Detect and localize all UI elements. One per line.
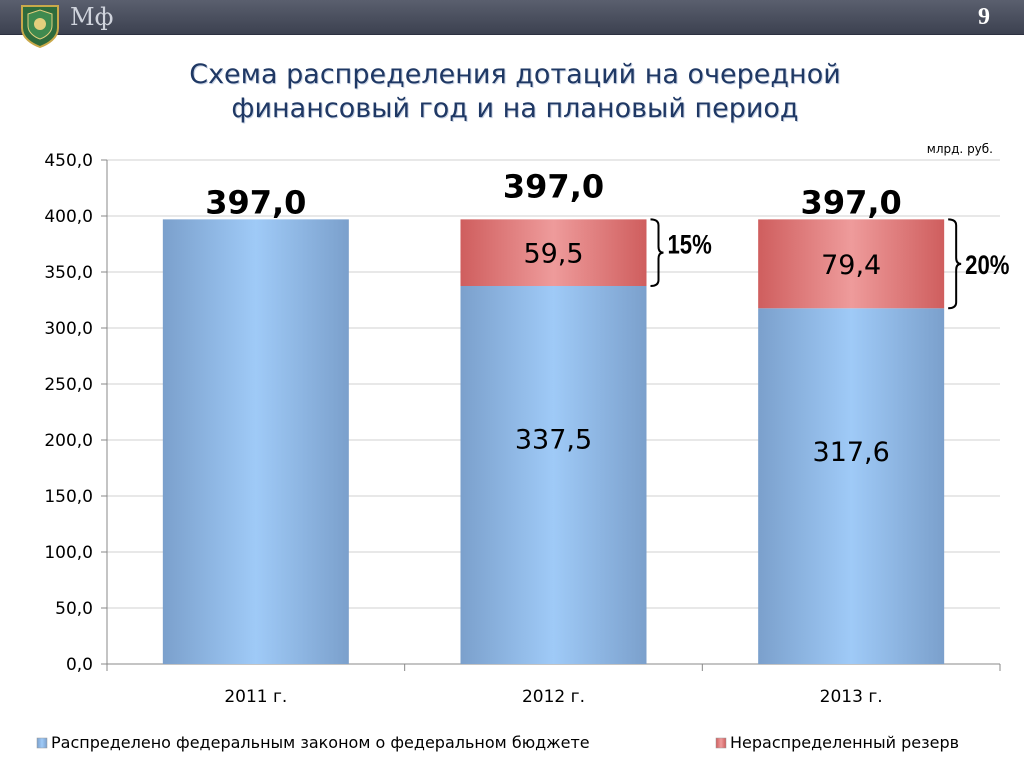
top-bar: [0, 0, 1024, 35]
bar-segment: [460, 219, 647, 286]
category-label: 2011 г.: [224, 687, 287, 707]
slide-title: Схема распределения дотаций на очередной…: [130, 58, 900, 126]
bar-segment: [460, 286, 647, 664]
data-label: 79,4: [821, 250, 881, 281]
y-tick-label: 50,0: [55, 599, 93, 619]
brace-mark: [650, 218, 664, 287]
data-label: 317,6: [813, 437, 890, 468]
category-label: 2013 г.: [820, 687, 883, 707]
ministry-emblem-icon: [21, 5, 59, 48]
unit-note: млрд. руб.: [927, 142, 993, 156]
y-tick-label: 250,0: [44, 375, 93, 395]
bar-segment: [162, 219, 349, 665]
legend-swatch: [715, 737, 727, 749]
y-tick-label: 200,0: [44, 431, 93, 451]
legend-swatch: [36, 737, 48, 749]
category-label: 2012 г.: [522, 687, 585, 707]
bar-segment: [758, 219, 945, 309]
y-tick-label: 350,0: [44, 263, 93, 283]
y-tick-label: 150,0: [44, 487, 93, 507]
brace-percent-label: 20%: [965, 251, 1009, 281]
bar-segment: [758, 308, 945, 664]
title-line-1: Схема распределения дотаций на очередной: [189, 59, 841, 90]
y-tick-label: 100,0: [44, 543, 93, 563]
y-tick-label: 450,0: [44, 151, 93, 171]
logo-text: Мф: [70, 3, 114, 31]
legend-label: Нераспределенный резерв: [730, 733, 959, 752]
title-line-2: финансовый год и на плановый период: [231, 93, 799, 124]
page-number: 9: [978, 4, 990, 30]
brace-percent-label: 15%: [668, 230, 712, 260]
total-label: 397,0: [503, 167, 604, 205]
data-label: 59,5: [523, 239, 583, 270]
brace-mark: [948, 218, 962, 310]
y-tick-label: 0,0: [66, 655, 93, 675]
total-label: 397,0: [205, 183, 306, 221]
total-label: 397,0: [801, 183, 902, 221]
y-tick-label: 400,0: [44, 207, 93, 227]
y-tick-label: 300,0: [44, 319, 93, 339]
data-label: 337,5: [515, 425, 592, 456]
legend-label: Распределено федеральным законом о федер…: [51, 733, 590, 752]
